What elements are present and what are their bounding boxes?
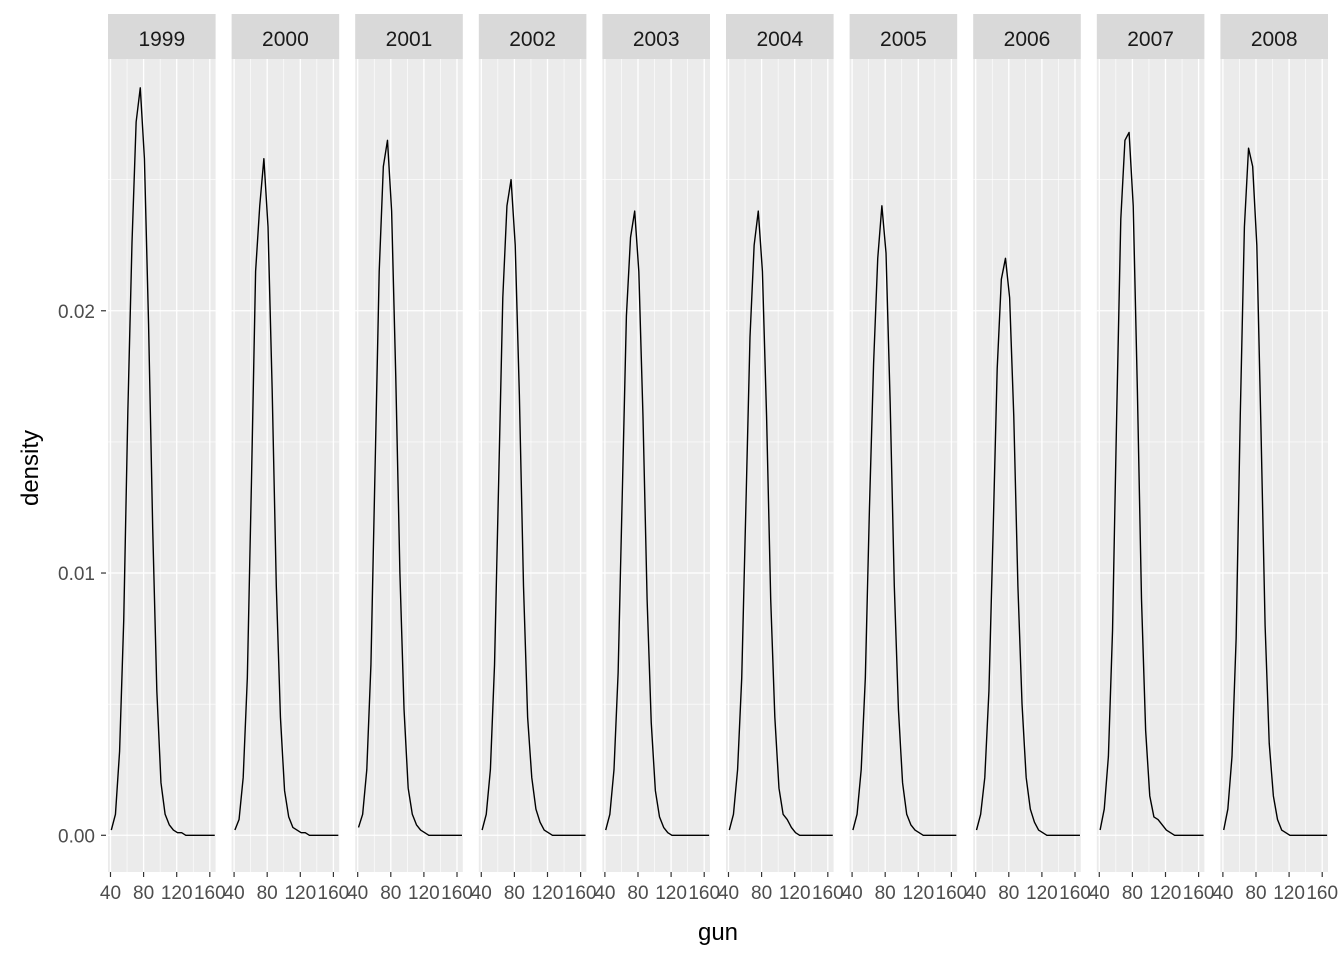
facet-panel-2002: 2002 40 80 120 160 (471, 14, 597, 904)
density-line-2002 (481, 178, 586, 836)
x-tick-label: 160 (318, 883, 350, 904)
x-tick-label: 80 (257, 883, 278, 904)
x-tick-label: 40 (965, 883, 986, 904)
facet-strip (231, 14, 340, 59)
x-tick-label: 80 (751, 883, 772, 904)
panel-background (108, 59, 216, 872)
x-tick-label: 80 (1122, 883, 1143, 904)
panel-background (231, 59, 340, 872)
facet-strip (726, 14, 834, 59)
panel-background (849, 59, 958, 872)
x-tick-label: 160 (441, 883, 473, 904)
facet-panel-1999: 1999 40 80 120 160 (100, 14, 226, 904)
x-tick-label: 40 (100, 883, 121, 904)
density-line-2004 (728, 210, 833, 836)
facet-strip-label: 1999 (138, 28, 185, 51)
x-tick-label: 120 (161, 883, 193, 904)
density-line-2007 (1099, 131, 1204, 836)
x-tick-label: 80 (133, 883, 154, 904)
panel-background (726, 59, 834, 872)
y-tick-label: 0.02 (58, 302, 95, 323)
y-tick-label: 0.00 (58, 826, 95, 847)
x-tick-label: 120 (284, 883, 316, 904)
panel-background (355, 59, 463, 872)
x-tick-label: 40 (1212, 883, 1233, 904)
x-tick-label: 120 (655, 883, 687, 904)
facet-panel-2004: 2004 40 80 120 160 (718, 14, 844, 904)
x-tick-label: 80 (380, 883, 401, 904)
facet-strip (478, 14, 587, 59)
facet-strip-label: 2007 (1127, 28, 1174, 51)
x-tick-label: 80 (1245, 883, 1266, 904)
x-tick-label: 160 (688, 883, 720, 904)
x-tick-label: 40 (1089, 883, 1110, 904)
density-line-1999 (110, 87, 215, 836)
x-tick-label: 80 (875, 883, 896, 904)
x-tick-label: 40 (718, 883, 739, 904)
density-line-2008 (1223, 147, 1328, 836)
facet-strip (1096, 14, 1205, 59)
density-line-2005 (852, 205, 957, 836)
panel-background (973, 59, 1081, 872)
facet-strip-label: 2003 (633, 28, 680, 51)
facet-strip (973, 14, 1081, 59)
density-line-2003 (605, 210, 710, 836)
x-tick-label: 40 (224, 883, 245, 904)
density-line-2006 (975, 257, 1080, 836)
x-tick-label: 40 (347, 883, 368, 904)
facet-strip-label: 2006 (1004, 28, 1051, 51)
x-tick-label: 120 (1273, 883, 1305, 904)
y-axis: 0.00 0.01 0.02 (58, 302, 106, 847)
facet-panel-2000: 2000 40 80 120 160 (224, 14, 350, 904)
x-tick-label: 160 (1059, 883, 1091, 904)
y-axis-title: density (17, 430, 44, 506)
x-tick-label: 120 (902, 883, 934, 904)
facet-strip (1220, 14, 1328, 59)
facet-strip (849, 14, 958, 59)
x-tick-label: 80 (504, 883, 525, 904)
facet-panel-2001: 2001 40 80 120 160 (347, 14, 473, 904)
x-tick-label: 80 (627, 883, 648, 904)
panel-background (1096, 59, 1205, 872)
x-axis-title: gun (698, 919, 738, 946)
panel-background (478, 59, 587, 872)
facet-strip-label: 2001 (386, 28, 433, 51)
x-tick-label: 160 (1183, 883, 1215, 904)
facet-strip-label: 2002 (509, 28, 556, 51)
x-tick-label: 160 (936, 883, 968, 904)
facet-strip (108, 14, 216, 59)
facet-strip-label: 2000 (262, 28, 309, 51)
facet-panel-2005: 2005 40 80 120 160 (842, 14, 968, 904)
facet-panel-2006: 2006 40 80 120 160 (965, 14, 1091, 904)
x-tick-label: 160 (1306, 883, 1338, 904)
y-tick-label: 0.01 (58, 564, 95, 585)
facet-strip-label: 2004 (756, 28, 803, 51)
x-tick-label: 40 (471, 883, 492, 904)
panel-background (1220, 59, 1328, 872)
density-line-2001 (357, 139, 462, 836)
x-tick-label: 120 (1150, 883, 1182, 904)
facet-panel-2003: 2003 40 80 120 160 (594, 14, 720, 904)
facet-panel-2008: 2008 40 80 120 160 (1212, 14, 1338, 904)
x-tick-label: 120 (1026, 883, 1058, 904)
x-tick-label: 160 (194, 883, 226, 904)
density-line-2000 (234, 157, 339, 836)
facet-strip (355, 14, 463, 59)
x-tick-label: 120 (532, 883, 564, 904)
x-tick-label: 80 (998, 883, 1019, 904)
x-tick-label: 120 (408, 883, 440, 904)
facet-panel-2007: 2007 40 80 120 160 (1089, 14, 1215, 904)
panel-background (602, 59, 710, 872)
facet-strip-label: 2005 (880, 28, 927, 51)
x-tick-label: 120 (779, 883, 811, 904)
facet-strip (602, 14, 710, 59)
x-tick-label: 160 (812, 883, 844, 904)
x-tick-label: 40 (842, 883, 863, 904)
facet-strip-label: 2008 (1251, 28, 1298, 51)
x-tick-label: 160 (565, 883, 597, 904)
x-tick-label: 40 (594, 883, 615, 904)
